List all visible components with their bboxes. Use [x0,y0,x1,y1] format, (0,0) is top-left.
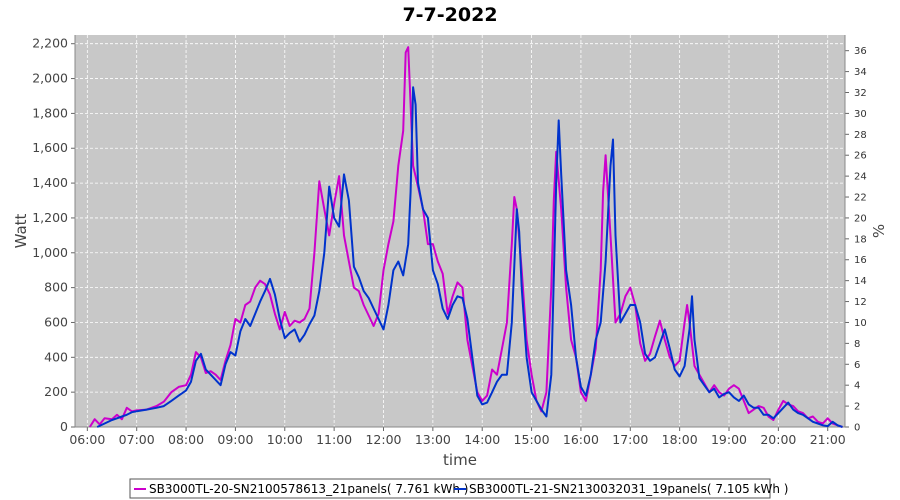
y2-tick-label: 2 [854,402,860,413]
x-tick-label: 08:00 [168,432,204,447]
y-tick-label: 1,000 [32,245,68,260]
y-tick-label: 600 [44,314,68,329]
y2-tick-label: 36 [854,46,867,57]
x-tick-label: 11:00 [316,432,352,447]
grid [75,35,845,428]
y2-tick-label: 26 [854,151,867,162]
x-tick-label: 20:00 [760,432,796,447]
y2-tick-label: 10 [854,318,867,329]
y2-tick-label: 30 [854,109,867,120]
y-tick-label: 1,600 [32,140,68,155]
series-line-2 [96,86,843,428]
y2-tick-label: 28 [854,130,867,141]
y2-tick-label: 8 [854,339,860,350]
y2-tick-label: 6 [854,360,860,371]
y-tick-label: 2,200 [32,36,68,51]
x-tick-label: 10:00 [267,432,303,447]
x-tick-label: 19:00 [711,432,747,447]
legend: SB3000TL-20-SN2100578613_21panels( 7.761… [129,478,788,499]
x-tick-label: 16:00 [563,432,599,447]
series-line-1 [88,46,843,428]
plot-area [75,35,845,427]
y-tick-label: 1,400 [32,175,68,190]
series-lines [88,46,843,428]
x-tick-label: 14:00 [464,432,500,447]
y-tick-label: 800 [44,280,68,295]
y-axis-label: Watt [12,213,30,248]
x-tick-label: 17:00 [612,432,648,447]
y2-tick-label: 20 [854,213,867,224]
y2-tick-label: 34 [854,67,867,78]
x-axis-label: time [443,451,477,469]
y2-tick-label: 14 [854,276,867,287]
x-tick-label: 15:00 [514,432,550,447]
x-tick-label: 09:00 [217,432,253,447]
x-tick-label: 12:00 [365,432,401,447]
y2-tick-label: 22 [854,193,867,204]
chart-title: 7-7-2022 [402,4,497,26]
x-axis: 06:00 07:00 08:00 09:00 10:00 11:00 12:00 13:00… [69,426,846,447]
y-axis-left: 0 200 400 600 800 1,000 1,200 1,400 1,600 1,800 2,… [32,35,76,434]
y-tick-label: 2,000 [32,71,68,86]
legend-label-series-1: SB3000TL-20-SN2100578613_21panels( 7.761… [149,482,468,496]
y-tick-label: 0 [60,419,68,434]
y2-tick-label: 18 [854,234,867,245]
x-tick-label: 13:00 [415,432,451,447]
y2-tick-label: 16 [854,255,867,266]
x-tick-label: 07:00 [119,432,155,447]
y2-axis-label: % [870,224,888,238]
legend-label-series-2: SB3000TL-21-SN2130032031_19panels( 7.105… [469,482,788,496]
y2-tick-label: 0 [854,423,860,434]
x-tick-label: 18:00 [662,432,698,447]
y-tick-label: 1,200 [32,210,68,225]
y2-tick-label: 24 [854,172,867,183]
y-tick-label: 400 [44,349,68,364]
y2-tick-label: 4 [854,381,860,392]
x-tick-label: 06:00 [69,432,105,447]
y2-tick-label: 32 [854,88,867,99]
y-tick-label: 200 [44,384,68,399]
y-tick-label: 1,800 [32,105,68,120]
x-tick-label: 21:00 [810,432,846,447]
y2-tick-label: 12 [854,297,867,308]
